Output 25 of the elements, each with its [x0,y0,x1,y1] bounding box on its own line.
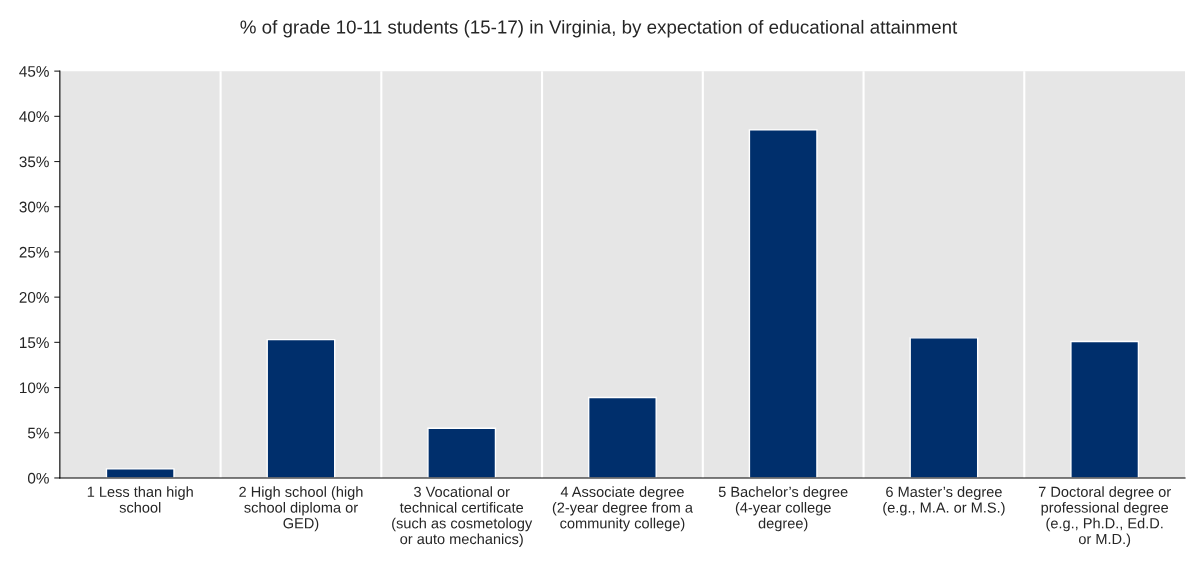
x-tick-label: 3 Vocational or technical certificate (such as cosmetology or auto mechanics) [392,486,533,548]
y-tick-label: 10% [20,382,49,394]
y-tick-label: 5% [27,427,49,439]
y-tick-label: 15% [20,337,49,349]
bar [105,468,175,478]
bar [266,338,336,478]
bar [427,427,497,478]
y-tick-label: 45% [19,66,49,77]
x-tick-label: 5 Bachelor’s degree (4-year college degree) [718,486,848,532]
bar [587,396,657,478]
bar [909,337,979,478]
chart-title: % of grade 10-11 students (15-17) in Virginia, by expectation of educational attainment [240,19,958,38]
y-tick-label: 0% [27,472,49,484]
x-tick-label: 7 Doctoral degree or professional degree (e.g., Ph.D., Ed.D. or M.D.) [1038,486,1171,548]
x-tick-label: 6 Master’s degree (e.g., M.A. or M.S.) [883,486,1005,516]
x-tick-label: 1 Less than high school [87,486,193,513]
bar [1070,340,1140,478]
y-tick-label: 30% [19,201,49,213]
y-tick-label: 40% [19,111,49,123]
x-tick-label: 2 High school (high school diploma or GED) [239,486,363,532]
x-tick-label: 4 Associate degree (2-year degree from a community college) [552,486,693,532]
bar [748,129,818,478]
y-tick-label: 20% [19,292,49,303]
y-tick-label: 25% [19,246,49,258]
y-tick-label: 35% [19,156,49,168]
